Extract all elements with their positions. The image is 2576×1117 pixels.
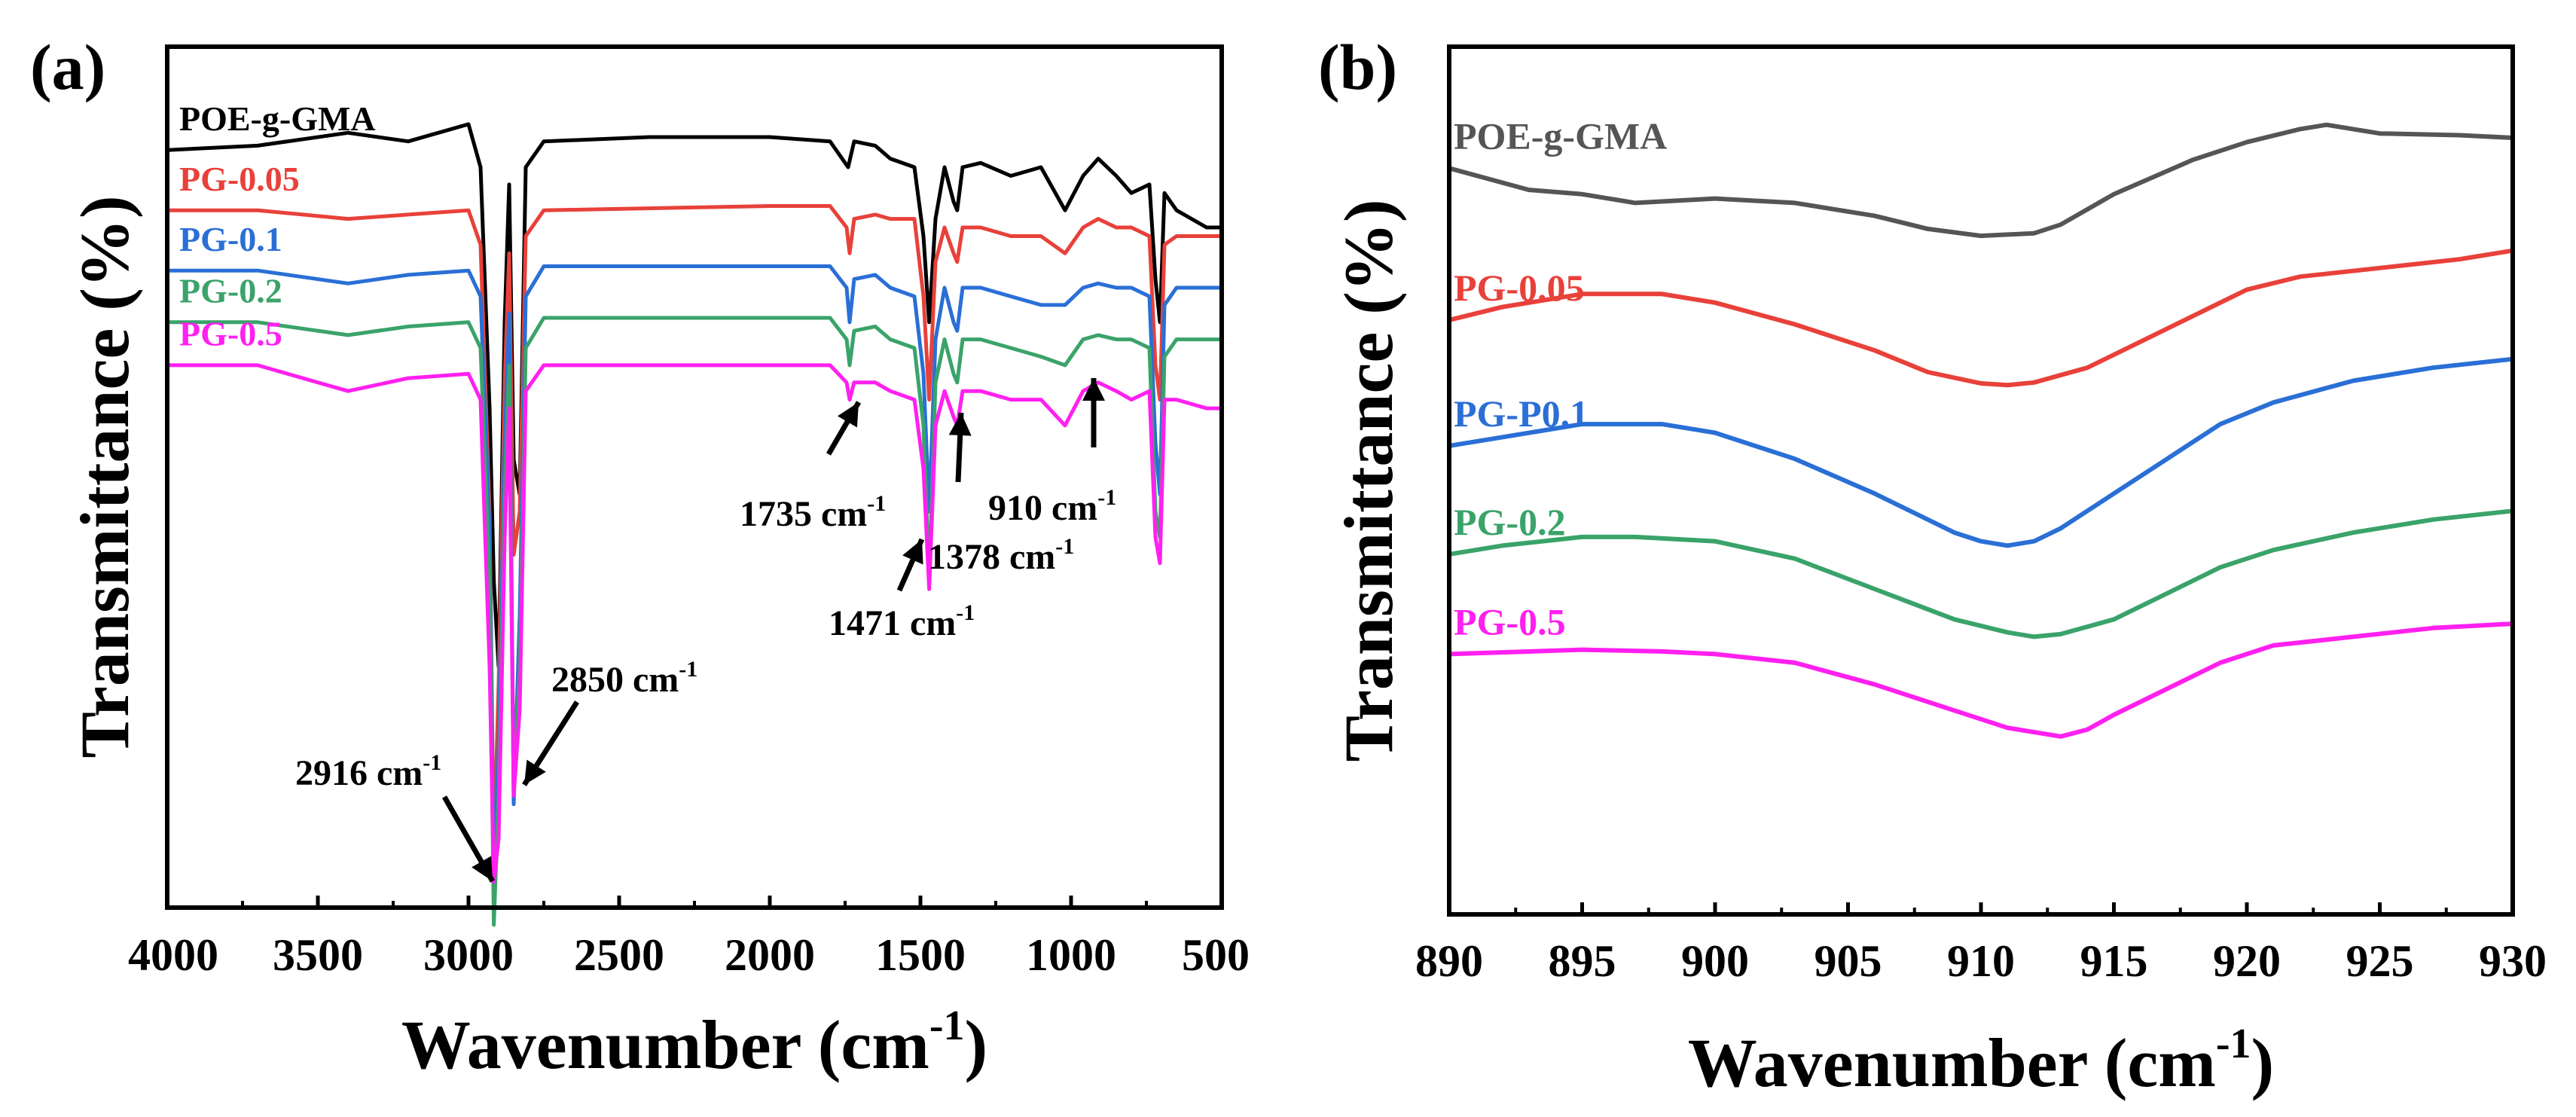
x-axis-title-b: Wavenumber (cm-1) [1688,1021,2274,1101]
annotation-arrowhead-3 [902,539,923,565]
legend-label-a-2: PG-0.1 [179,220,282,258]
x-tick-label-b: 915 [2080,936,2148,986]
legend-label-a-1: PG-0.05 [179,160,300,198]
x-tick-label-a: 500 [1182,930,1250,980]
x-tick-label-b: 905 [1814,936,1882,986]
series-line-b-0 [1448,122,2513,239]
legend-label-b-2: PG-P0.1 [1454,392,1589,435]
x-tick-label-a: 3000 [423,930,514,980]
x-tick-label-b: 910 [1947,936,2015,986]
panel-label-a: (a) [30,31,105,103]
x-tick-label-a: 2000 [725,930,815,980]
annotation-arrowhead-0 [472,856,493,881]
y-axis-title-a: Transmittance (%) [66,196,143,758]
legend-label-a-0: POE-g-GMA [179,99,376,138]
series-line-b-2 [1448,356,2513,548]
x-tick-label-a: 4000 [128,930,218,980]
x-tick-label-a: 1500 [875,930,966,980]
x-tick-label-a: 2500 [574,930,664,980]
panel-label-b: (b) [1318,31,1397,103]
x-tick-label-a: 1000 [1026,930,1116,980]
x-tick-label-a: 3500 [273,930,363,980]
annotation-label-0: 2916 cm-1 [295,750,441,793]
panel-b: POE-g-GMA PG-0.05 PG-P0.1 PG-0.2 PG-0.5 890 89… [1318,31,2547,1101]
legend-label-a-3: PG-0.2 [179,271,282,310]
plot-frame-b [1447,44,2515,917]
annotation-label-4: 1378 cm-1 [928,534,1074,577]
x-tick-label-b: 930 [2479,936,2547,986]
x-tick-label-b: 890 [1415,936,1483,986]
series-line-a-3 [167,316,1222,927]
x-tick-label-b: 920 [2213,936,2281,986]
series-line-a-4 [167,363,1222,884]
series-line-b-3 [1448,508,2513,639]
x-tick-label-b: 895 [1549,936,1616,986]
panel-a: POE-g-GMA PG-0.05 PG-0.1 PG-0.2 PG-0.5 4000 35… [30,31,1250,1083]
series-line-b-1 [1448,248,2513,388]
annotation-label-5: 910 cm-1 [988,485,1116,528]
annotation-arrowhead-2 [837,402,859,428]
annotation-arrowhead-4 [948,413,972,436]
annotation-label-2: 1735 cm-1 [740,491,886,534]
legend-label-b-3: PG-0.2 [1454,501,1566,543]
series-line-a-2 [167,264,1222,893]
annotation-label-3: 1471 cm-1 [829,600,975,643]
legend-label-b-4: PG-0.5 [1454,600,1566,642]
legend-label-a-4: PG-0.5 [179,315,282,353]
x-tick-label-b: 900 [1681,936,1749,986]
annotation-arrowhead-5 [1082,378,1105,401]
legend-label-b-0: POE-g-GMA [1454,114,1667,157]
x-axis-title-a: Wavenumber (cm-1) [401,1003,987,1083]
x-tick-label-b: 925 [2346,936,2414,986]
annotation-label-1: 2850 cm-1 [551,657,697,700]
legend-label-b-1: PG-0.05 [1454,267,1585,309]
y-axis-title-b: Transmittance (%) [1330,200,1407,762]
series-line-a-0 [166,122,1222,669]
annotation-arrowhead-1 [524,759,546,785]
series-line-b-4 [1448,621,2513,739]
